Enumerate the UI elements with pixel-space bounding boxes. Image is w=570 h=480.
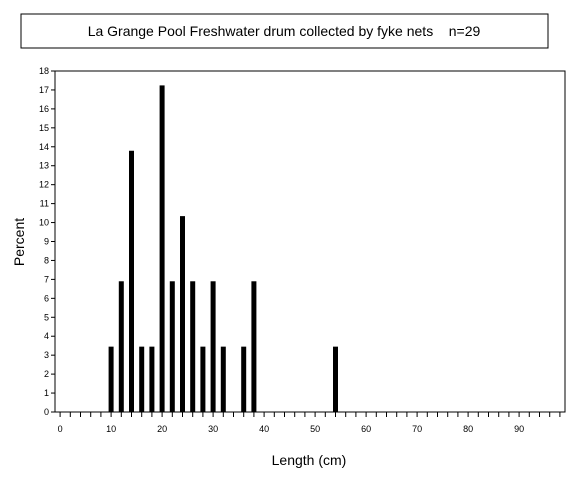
- bar: [220, 346, 226, 412]
- bar: [190, 281, 196, 412]
- y-tick-label: 14: [39, 142, 49, 152]
- y-tick-label: 10: [39, 218, 49, 228]
- y-tick-label: 7: [44, 274, 49, 284]
- y-tick-label: 15: [39, 123, 49, 133]
- bars: [108, 85, 338, 413]
- bar: [251, 281, 257, 412]
- y-tick-label: 6: [44, 293, 49, 303]
- plot-frame: [54, 70, 566, 413]
- x-tick-label: 70: [412, 424, 422, 434]
- x-axis: 0 10 20 30 40 50 60 70 80 90: [58, 412, 561, 434]
- y-tick-label: 11: [40, 199, 49, 209]
- title-box: [20, 13, 549, 49]
- x-tick-label: 10: [106, 424, 116, 434]
- x-tick-label: 40: [259, 424, 269, 434]
- x-tick-label: 90: [514, 424, 524, 434]
- bar: [200, 346, 206, 412]
- y-tick-label: 18: [39, 66, 49, 76]
- y-tick-label: 4: [44, 331, 49, 341]
- x-tick-label: 30: [208, 424, 218, 434]
- y-tick-label: 2: [44, 369, 49, 379]
- y-tick-label: 17: [39, 85, 49, 95]
- y-tick-label: 1: [44, 388, 49, 398]
- x-tick-label: 80: [463, 424, 473, 434]
- y-tick-label: 8: [44, 255, 49, 265]
- bar: [159, 85, 165, 413]
- bar: [180, 216, 185, 412]
- bar: [333, 346, 338, 412]
- x-tick-label: 50: [310, 424, 320, 434]
- y-tick-label: 9: [44, 237, 49, 247]
- y-tick-label: 12: [39, 180, 49, 190]
- x-axis-label: Length (cm): [272, 452, 347, 468]
- bar: [169, 281, 175, 412]
- y-tick-label: 5: [44, 312, 49, 322]
- y-tick-label: 0: [44, 407, 49, 417]
- y-tick-label: 13: [39, 161, 49, 171]
- bar: [149, 346, 155, 412]
- chart-title: La Grange Pool Freshwater drum collected…: [88, 23, 481, 39]
- bar: [139, 346, 145, 412]
- x-tick-label: 20: [157, 424, 167, 434]
- bar: [241, 346, 247, 412]
- x-tick-label: 60: [361, 424, 371, 434]
- x-tick-label: 0: [58, 424, 63, 434]
- y-tick-label: 3: [44, 350, 49, 360]
- bar: [118, 281, 124, 412]
- y-axis-label: Percent: [11, 218, 27, 266]
- bar: [210, 281, 216, 412]
- y-tick-label: 16: [39, 104, 49, 114]
- bar: [129, 150, 134, 412]
- bar: [108, 346, 114, 412]
